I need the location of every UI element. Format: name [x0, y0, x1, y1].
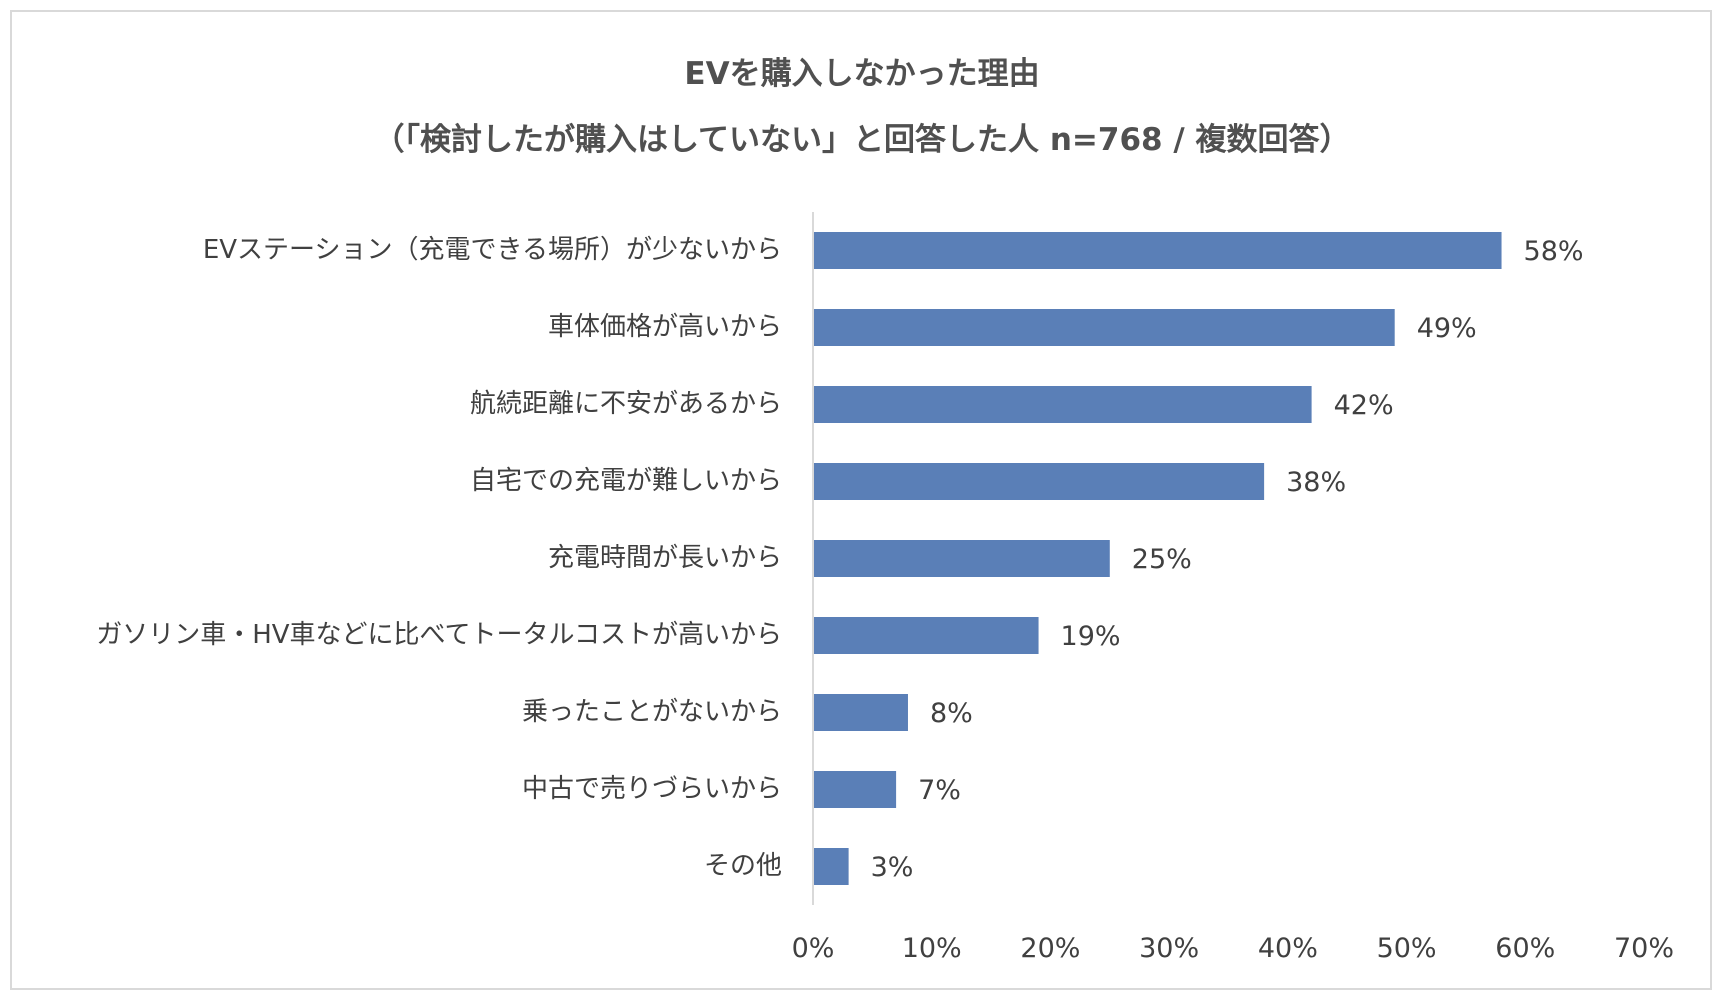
- value-label: 42%: [1334, 390, 1394, 421]
- x-tick-label: 20%: [1020, 933, 1080, 964]
- value-label: 8%: [930, 698, 973, 729]
- bar: [813, 694, 908, 731]
- bar: [813, 540, 1110, 577]
- x-tick-label: 70%: [1614, 933, 1674, 964]
- category-label: EVステーション（充電できる場所）が少ないから: [203, 235, 782, 265]
- category-label: その他: [704, 851, 782, 881]
- bar: [813, 309, 1395, 346]
- value-labels: 58% 49% 42% 38% 25% 19% 8% 7% 3%: [871, 236, 1584, 883]
- x-tick-label: 40%: [1258, 933, 1318, 964]
- x-tick-label: 10%: [902, 933, 962, 964]
- x-tick-label: 30%: [1139, 933, 1199, 964]
- x-tick-label: 60%: [1495, 933, 1555, 964]
- value-label: 49%: [1417, 313, 1477, 344]
- bar: [813, 848, 849, 885]
- category-labels: EVステーション（充電できる場所）が少ないから車体価格が高いから航続距離に不安が…: [96, 235, 782, 881]
- category-label: 車体価格が高いから: [548, 312, 782, 342]
- value-label: 38%: [1286, 467, 1346, 498]
- value-label: 19%: [1061, 621, 1121, 652]
- value-label: 7%: [918, 775, 961, 806]
- chart-subtitle: （「検討したが購入はしていない」と回答した人 n=768 / 複数回答）: [373, 122, 1351, 158]
- x-tick-label: 0%: [792, 933, 835, 964]
- category-label: 乗ったことがないから: [522, 697, 782, 727]
- chart-title: EVを購入しなかった理由: [684, 56, 1040, 92]
- x-tick-label: 50%: [1377, 933, 1437, 964]
- bar: [813, 771, 897, 808]
- category-label: 航続距離に不安があるから: [470, 389, 782, 419]
- value-label: 58%: [1524, 236, 1584, 267]
- category-label: 中古で売りづらいから: [522, 774, 782, 804]
- bars-group: [813, 232, 1502, 885]
- bar: [813, 386, 1312, 423]
- bar: [813, 463, 1265, 500]
- bar: [813, 232, 1502, 269]
- category-label: 充電時間が長いから: [548, 543, 782, 573]
- value-label: 3%: [871, 852, 914, 883]
- bar: [813, 617, 1039, 654]
- category-label: 自宅での充電が難しいから: [470, 466, 782, 496]
- x-axis-ticks: 0% 10% 20% 30% 40% 50% 60% 70%: [792, 933, 1674, 964]
- category-label: ガソリン車・HV車などに比べてトータルコストが高いから: [96, 620, 782, 650]
- value-label: 25%: [1132, 544, 1192, 575]
